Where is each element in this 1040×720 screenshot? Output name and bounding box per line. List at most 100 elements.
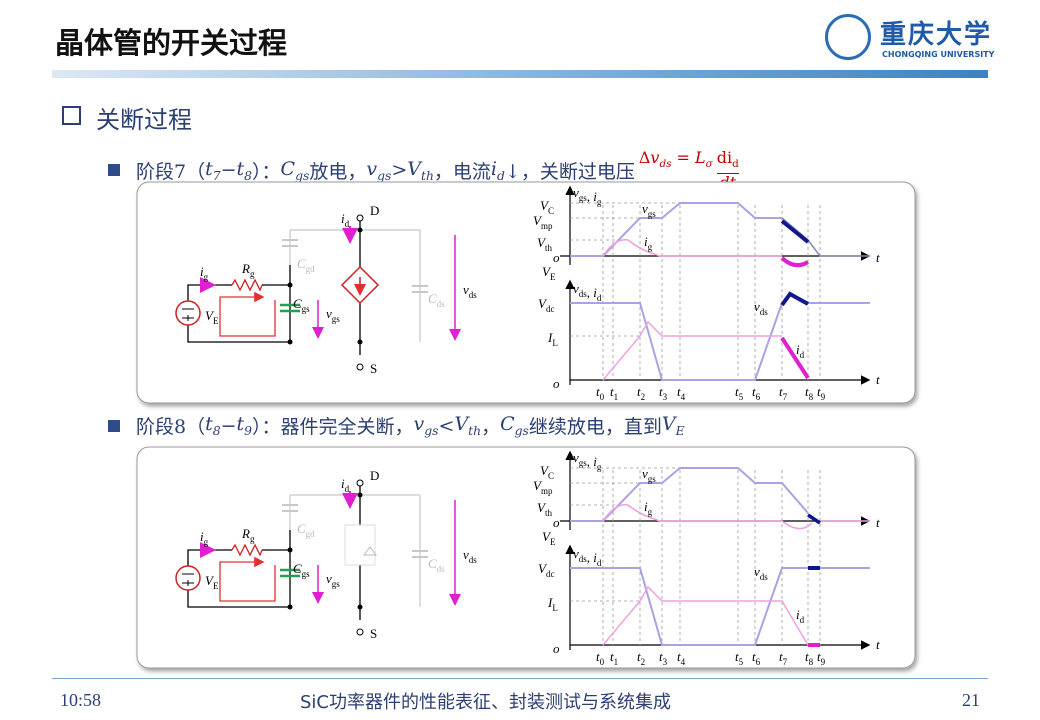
label-main: t: [817, 649, 821, 664]
label: vds, id: [573, 281, 602, 303]
label: vgs: [326, 571, 340, 589]
line: [781, 520, 870, 530]
label: id: [341, 476, 350, 494]
label-sub: g: [204, 537, 209, 547]
label-sub: ds: [760, 572, 769, 582]
label: Cgd: [297, 521, 315, 539]
text-run: <: [439, 415, 455, 437]
line: [280, 568, 300, 578]
label-main: i: [796, 607, 800, 622]
label-sub: d: [597, 558, 602, 568]
label-main: i: [341, 476, 345, 491]
text-run: ）：: [252, 157, 281, 184]
text-run: 阶段8（: [136, 412, 205, 439]
label-main: t: [596, 649, 600, 664]
panel-frame: [136, 181, 916, 404]
label-sub: 5: [739, 657, 744, 667]
label-sub: E: [213, 581, 219, 591]
label-main: v: [326, 306, 332, 321]
line: [570, 567, 870, 646]
panel-frame: [136, 446, 916, 669]
run-sub: σ: [705, 158, 713, 171]
label: ig: [200, 529, 209, 547]
node: [356, 363, 364, 371]
label-main: t: [876, 637, 880, 652]
label-main: V: [533, 213, 543, 228]
label: vds, id: [573, 546, 602, 568]
label-main: V: [205, 573, 215, 588]
label-main: v: [573, 281, 579, 296]
label-sub: dc: [546, 569, 555, 579]
text-run: did: [717, 148, 739, 171]
label-main: S: [370, 361, 377, 376]
label-main: v: [573, 185, 579, 200]
label-main: C: [293, 296, 302, 311]
label: D: [370, 468, 379, 483]
label-main: , i: [587, 550, 598, 565]
formula: Δvds = Lσdiddt: [639, 148, 739, 192]
label: o: [553, 376, 560, 391]
label-main: i: [644, 499, 648, 514]
label-sub: 4: [681, 657, 686, 667]
run-sub: 8: [212, 423, 221, 438]
label: VE: [542, 264, 556, 282]
label: Vdc: [538, 296, 554, 314]
label-sub: d: [345, 484, 350, 494]
text-run: ，: [481, 412, 500, 439]
label-main: o: [553, 250, 560, 265]
run-sub: 9: [244, 423, 253, 438]
label-main: i: [200, 529, 204, 544]
label-sub: 9: [821, 657, 826, 667]
label-sub: g: [648, 242, 653, 252]
label-sub: 7: [783, 657, 788, 667]
label-sub: L: [552, 338, 558, 348]
label-sub: d: [800, 615, 805, 625]
label-sub: L: [552, 603, 558, 613]
label-main: v: [754, 299, 760, 314]
label-sub: gs: [648, 474, 657, 484]
run-main: v: [366, 157, 378, 180]
run-sub: gs: [514, 423, 529, 438]
label-main: i: [644, 234, 648, 249]
label: Cds: [428, 291, 445, 309]
label: id: [796, 607, 805, 625]
logo-emblem: [825, 14, 871, 60]
label-main: C: [428, 556, 437, 571]
label-main: t: [677, 384, 681, 399]
label: vgs, ig: [573, 450, 602, 472]
junction: [287, 547, 293, 553]
label-main: V: [537, 235, 547, 250]
text-run: t8: [205, 413, 221, 438]
label-main: t: [659, 649, 663, 664]
label: t3: [659, 649, 668, 667]
line: [570, 202, 782, 257]
label-sub: dc: [546, 304, 555, 314]
label-main: v: [463, 282, 469, 297]
label-main: V: [540, 198, 550, 213]
run-main: t: [236, 413, 245, 436]
label-main: V: [542, 264, 552, 279]
line: [780, 219, 810, 244]
label-main: I: [547, 595, 553, 610]
label-sub: d: [345, 219, 350, 229]
run-main: i: [490, 157, 497, 180]
run-main: V: [454, 413, 469, 436]
text-run: ↓，关断过电压: [505, 157, 635, 184]
node: [356, 214, 364, 222]
label-main: v: [573, 450, 579, 465]
line: [807, 513, 821, 525]
footer-time: 10:58: [60, 690, 102, 710]
bullet-marker: [108, 164, 120, 177]
section-title: 关断过程: [96, 106, 192, 134]
label-sub: 6: [756, 392, 761, 402]
label-sub: gs: [579, 458, 588, 468]
label-sub: 9: [821, 392, 826, 402]
line: [282, 504, 428, 558]
run-main: t: [205, 157, 213, 180]
label: t8: [805, 649, 814, 667]
label-main: , i: [587, 189, 598, 204]
label: Cds: [428, 556, 445, 574]
label-main: S: [370, 626, 377, 641]
label: IL: [547, 595, 558, 613]
